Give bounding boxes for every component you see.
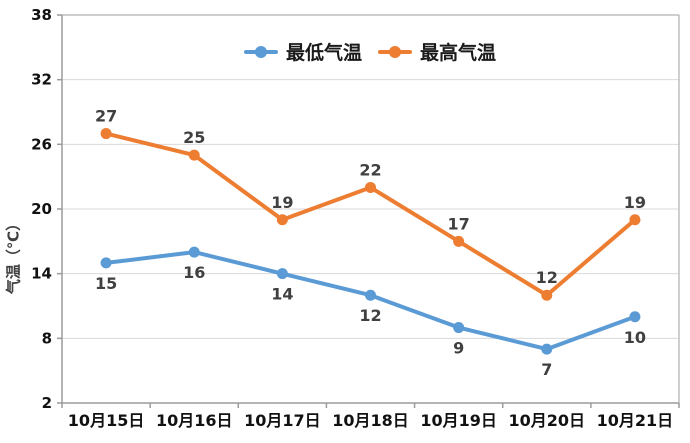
legend-label-min-temp: 最低气温 <box>285 42 362 64</box>
legend-label-max-temp: 最高气温 <box>420 42 497 64</box>
data-label: 10 <box>624 328 646 347</box>
data-point <box>100 257 112 269</box>
x-axis-label: 10月18日 <box>332 411 409 430</box>
y-tick-label: 2 <box>42 394 52 412</box>
data-point <box>629 311 641 323</box>
y-tick-label: 8 <box>42 329 52 347</box>
data-label: 19 <box>624 193 646 212</box>
data-point <box>276 214 288 226</box>
x-axis-label: 10月21日 <box>597 411 674 430</box>
legend-item-max-temp: 最高气温 <box>378 38 496 65</box>
data-point <box>541 289 553 301</box>
data-point <box>629 214 641 226</box>
x-axis-label: 10月20日 <box>509 411 586 430</box>
y-axis-title: 气温（℃） <box>4 215 23 295</box>
min-temp-series-marker-icon <box>243 45 278 58</box>
y-tick-label: 20 <box>31 200 52 218</box>
data-label: 17 <box>448 214 470 233</box>
y-tick-label: 26 <box>31 135 52 153</box>
x-axis-label: 10月16日 <box>156 411 233 430</box>
x-axis-label: 10月19日 <box>420 411 497 430</box>
x-axis-label: 10月15日 <box>68 411 145 430</box>
data-point <box>100 128 112 140</box>
max-temp-series-marker-icon <box>378 45 412 58</box>
chart-legend: 最低气温 最高气温 <box>243 38 496 65</box>
data-point <box>453 235 465 247</box>
data-label: 14 <box>271 285 293 304</box>
y-tick-label: 14 <box>31 265 52 283</box>
data-point <box>276 268 288 280</box>
data-label: 15 <box>95 274 117 293</box>
data-point <box>188 246 200 258</box>
data-label: 22 <box>359 160 381 179</box>
data-label: 19 <box>271 193 293 212</box>
data-point <box>365 289 376 301</box>
data-point <box>453 322 465 334</box>
data-label: 12 <box>536 268 558 287</box>
data-label: 7 <box>541 360 552 379</box>
data-point <box>541 343 553 355</box>
data-label: 9 <box>453 339 464 358</box>
data-label: 25 <box>183 128 205 147</box>
data-point <box>188 149 200 161</box>
data-label: 16 <box>183 263 205 282</box>
data-label: 12 <box>359 306 381 325</box>
y-tick-label: 38 <box>31 6 52 24</box>
data-point <box>365 181 376 193</box>
x-axis-label: 10月17日 <box>244 411 321 430</box>
legend-item-min-temp: 最低气温 <box>243 38 362 65</box>
y-tick-label: 32 <box>31 71 52 89</box>
data-label: 27 <box>95 107 117 126</box>
